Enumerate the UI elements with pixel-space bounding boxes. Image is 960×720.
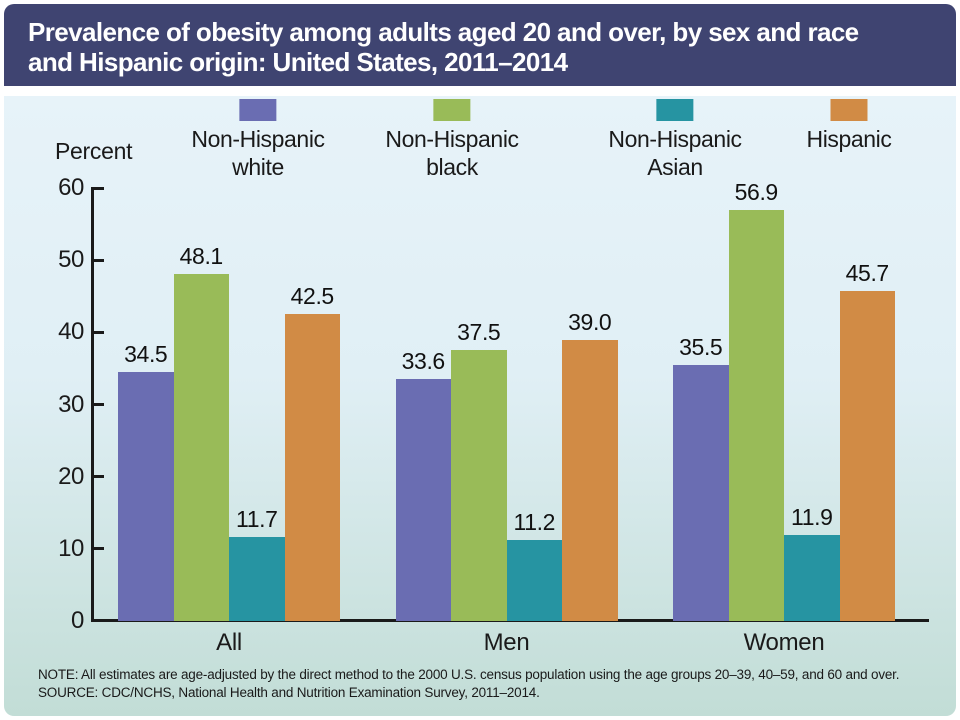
plot-area: 34.5 33.6 35.5 48.1 37.5 56.9 11.7 11.2 11.9 42.5… (91, 179, 931, 656)
y-tick-label: 10 (58, 534, 84, 562)
bar-value-label: 34.5 (124, 341, 168, 368)
y-tick-mark (91, 475, 104, 479)
source-text: SOURCE: CDC/NCHS, National Health and Nu… (38, 685, 540, 700)
figure-title-bar: Prevalence of obesity among adults aged … (4, 4, 956, 86)
legend-label: Non-Hispanic Asian (608, 125, 742, 181)
bar-value-label: 42.5 (290, 283, 335, 310)
bar-value-label: 37.5 (457, 319, 501, 346)
y-tick-label: 30 (58, 390, 84, 418)
note-text: NOTE: All estimates are age-adjusted by … (38, 667, 900, 682)
footnotes: NOTE: All estimates are age-adjusted by … (38, 666, 899, 702)
legend-label: Non-Hispanic black (385, 125, 519, 181)
legend-label: Hispanic (806, 125, 891, 153)
bar-value-label: 11.7 (236, 505, 278, 532)
y-tick-label: 40 (58, 318, 84, 346)
bar-non-hispanic-asian-women (784, 535, 840, 621)
bar-non-hispanic-white-all (118, 372, 174, 621)
y-tick-mark (91, 403, 104, 406)
bar-value-label: 56.9 (734, 179, 779, 206)
legend-swatch (656, 99, 694, 121)
bar-non-hispanic-black-women (728, 210, 784, 621)
legend-label-line: white (232, 154, 284, 180)
y-tick-label: 20 (58, 462, 84, 490)
category-label-all: All (216, 629, 242, 656)
legend-label-line: Non-Hispanic (608, 126, 742, 152)
bar-non-hispanic-asian-men (506, 540, 562, 621)
bar-non-hispanic-white-women (673, 364, 729, 621)
legend-label: Non-Hispanic white (191, 125, 325, 181)
bar-value-label: 45.7 (845, 260, 890, 287)
bar-value-label: 11.9 (791, 504, 833, 531)
legend-swatch (239, 99, 277, 121)
figure-title-line-1: Prevalence of obesity among adults aged … (28, 17, 859, 47)
legend-label-line: black (426, 154, 478, 180)
bar-non-hispanic-black-all (173, 273, 229, 621)
legend-item: Non-Hispanic Asian (608, 99, 742, 181)
bar-value-label: 35.5 (679, 333, 723, 360)
y-tick-mark (91, 186, 104, 190)
bar-value-label: 11.2 (513, 509, 556, 536)
bar-hispanic-all (284, 314, 340, 621)
legend-label-line: Hispanic (806, 126, 892, 152)
bar-non-hispanic-black-men (451, 350, 507, 621)
y-tick-mark (91, 547, 104, 551)
legend-item: Hispanic (806, 99, 892, 153)
figure-title-line-2: and Hispanic origin: United States, 2011… (28, 47, 568, 77)
bar-hispanic-men (562, 339, 618, 621)
y-tick-label: 0 (71, 607, 84, 634)
legend-swatch (830, 99, 868, 121)
y-axis-title: Percent (55, 138, 133, 164)
y-tick-label: 50 (58, 246, 84, 274)
category-label-women: Women (743, 629, 825, 656)
category-label-men: Men (483, 629, 530, 656)
y-axis-line (91, 188, 94, 621)
bar-non-hispanic-asian-all (229, 536, 285, 621)
bar-non-hispanic-white-men (395, 378, 451, 621)
y-tick-mark (91, 330, 104, 334)
legend-label-line: Asian (647, 154, 703, 180)
bar-hispanic-women (839, 291, 895, 621)
legend-item: Non-Hispanic black (385, 99, 519, 181)
bar-value-label: 33.6 (401, 347, 446, 374)
legend-item: Non-Hispanic white (191, 99, 325, 181)
y-tick-label: 60 (58, 174, 84, 201)
chart-area: Non-Hispanic white Non-Hispanic black Non-Hi… (4, 96, 956, 716)
legend-label-line: Non-Hispanic (385, 126, 519, 152)
bar-value-label: 48.1 (179, 242, 224, 269)
bar-value-label: 39.0 (568, 308, 612, 335)
legend-label-line: Non-Hispanic (191, 126, 325, 152)
y-tick-mark (91, 258, 104, 262)
legend-swatch (433, 99, 471, 121)
